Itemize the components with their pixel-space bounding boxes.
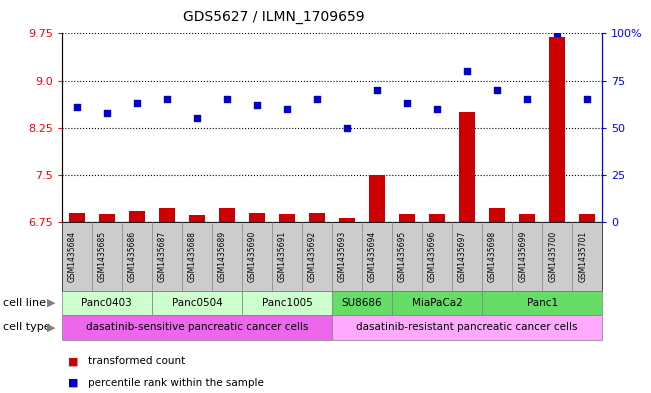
Bar — [549, 37, 566, 222]
Point — [282, 106, 292, 112]
Point — [161, 96, 172, 103]
Text: percentile rank within the sample: percentile rank within the sample — [88, 378, 264, 388]
Text: GSM1435684: GSM1435684 — [68, 231, 77, 282]
Text: GSM1435695: GSM1435695 — [398, 231, 407, 282]
Text: GSM1435692: GSM1435692 — [308, 231, 317, 282]
Text: ▶: ▶ — [47, 322, 55, 332]
Point — [72, 104, 82, 110]
Point — [252, 102, 262, 108]
Text: GSM1435696: GSM1435696 — [428, 231, 437, 282]
Text: GSM1435698: GSM1435698 — [488, 231, 497, 282]
Text: ■: ■ — [68, 378, 79, 388]
Text: Panc1005: Panc1005 — [262, 298, 312, 308]
Bar — [459, 112, 475, 222]
Bar — [368, 175, 385, 222]
Text: dasatinib-sensitive pancreatic cancer cells: dasatinib-sensitive pancreatic cancer ce… — [86, 322, 308, 332]
Text: ▶: ▶ — [47, 298, 55, 308]
Bar — [159, 208, 175, 222]
Bar — [519, 215, 535, 222]
Point — [552, 30, 562, 37]
Text: cell type: cell type — [3, 322, 51, 332]
Text: GSM1435699: GSM1435699 — [518, 231, 527, 282]
Bar — [489, 208, 505, 222]
Point — [312, 96, 322, 103]
Point — [342, 125, 352, 131]
Text: ■: ■ — [68, 356, 79, 366]
Bar — [429, 214, 445, 222]
Point — [102, 110, 112, 116]
Text: dasatinib-resistant pancreatic cancer cells: dasatinib-resistant pancreatic cancer ce… — [356, 322, 578, 332]
Text: Panc0504: Panc0504 — [172, 298, 222, 308]
Point — [582, 96, 592, 103]
Bar — [339, 218, 355, 222]
Bar — [98, 214, 115, 222]
Text: SU8686: SU8686 — [342, 298, 382, 308]
Bar — [219, 208, 235, 222]
Text: GSM1435700: GSM1435700 — [548, 231, 557, 282]
Point — [132, 100, 142, 107]
Text: GSM1435689: GSM1435689 — [218, 231, 227, 282]
Text: GSM1435693: GSM1435693 — [338, 231, 347, 282]
Point — [462, 68, 473, 74]
Text: GSM1435694: GSM1435694 — [368, 231, 377, 282]
Text: transformed count: transformed count — [88, 356, 185, 366]
Point — [402, 100, 412, 107]
Text: GSM1435691: GSM1435691 — [278, 231, 287, 282]
Bar — [279, 215, 296, 222]
Bar — [189, 215, 205, 222]
Text: GSM1435701: GSM1435701 — [578, 231, 587, 282]
Text: GSM1435690: GSM1435690 — [248, 231, 257, 282]
Point — [222, 96, 232, 103]
Bar — [249, 213, 265, 222]
Point — [191, 115, 202, 121]
Bar — [309, 213, 326, 222]
Text: GSM1435686: GSM1435686 — [128, 231, 137, 282]
Point — [522, 96, 533, 103]
Text: MiaPaCa2: MiaPaCa2 — [411, 298, 462, 308]
Text: Panc1: Panc1 — [527, 298, 558, 308]
Text: cell line: cell line — [3, 298, 46, 308]
Text: GDS5627 / ILMN_1709659: GDS5627 / ILMN_1709659 — [183, 10, 364, 24]
Text: Panc0403: Panc0403 — [81, 298, 132, 308]
Point — [372, 87, 382, 93]
Bar — [129, 211, 145, 222]
Point — [432, 106, 442, 112]
Bar — [68, 213, 85, 222]
Bar — [579, 215, 596, 222]
Text: GSM1435697: GSM1435697 — [458, 231, 467, 282]
Bar — [399, 215, 415, 222]
Point — [492, 87, 503, 93]
Text: GSM1435688: GSM1435688 — [188, 231, 197, 282]
Text: GSM1435685: GSM1435685 — [98, 231, 107, 282]
Text: GSM1435687: GSM1435687 — [158, 231, 167, 282]
